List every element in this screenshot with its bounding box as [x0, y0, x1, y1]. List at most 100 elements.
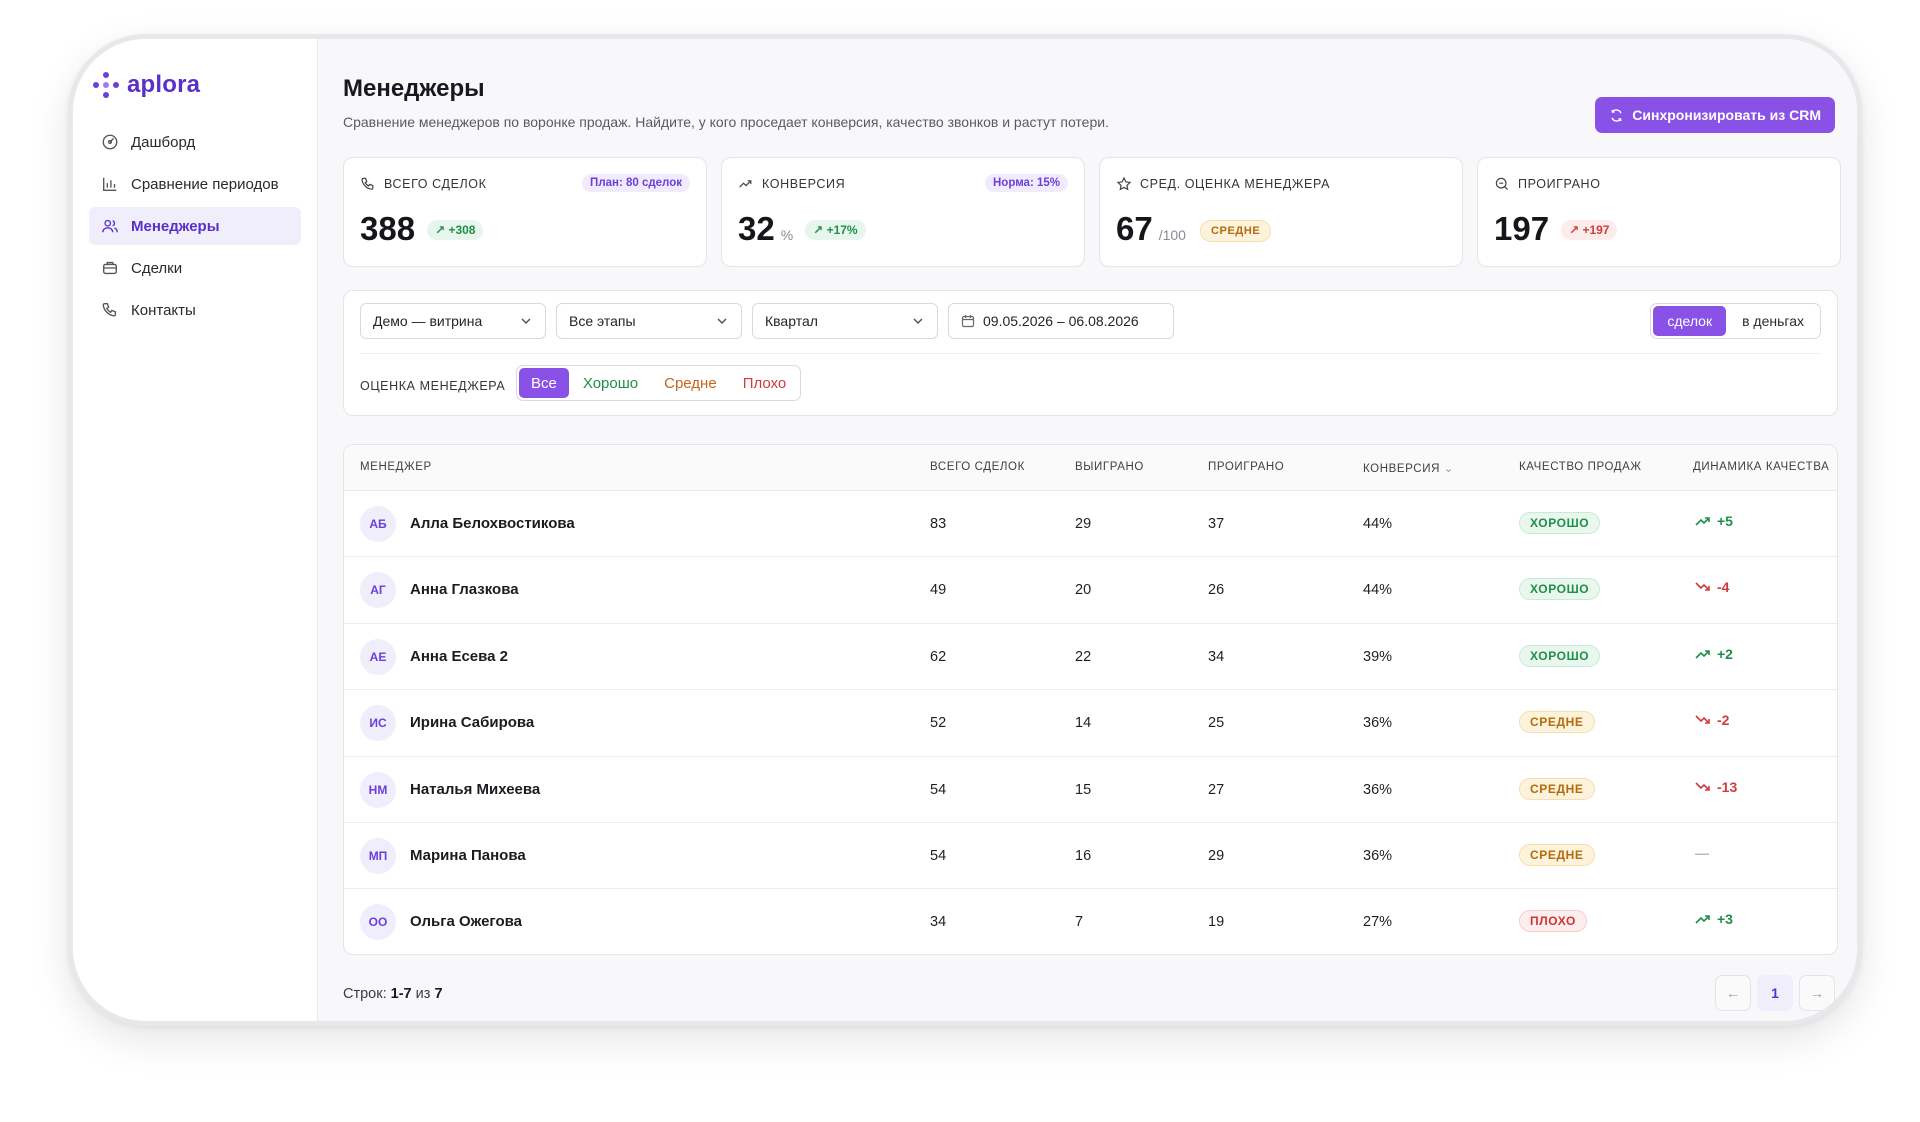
won-cell: 7: [1075, 914, 1084, 931]
quality-badge: ХОРОШО: [1519, 512, 1601, 534]
norm-tag: Норма: 15%: [985, 174, 1068, 192]
manager-name[interactable]: Анна Глазкова: [410, 581, 519, 599]
arrow-left-icon: ←: [1726, 985, 1740, 1001]
conversion-cell: 36%: [1363, 847, 1393, 864]
manager-name[interactable]: Алла Белохвостикова: [410, 515, 575, 532]
prev-page-button[interactable]: ←: [1715, 975, 1751, 1011]
conversion-cell: 44%: [1363, 516, 1393, 532]
rating-filter: Все Хорошо Средне Плохо: [516, 365, 802, 401]
kpi-label: СРЕД. ОЦЕНКА МЕНЕДЖЕРА: [1140, 177, 1331, 191]
column-header-won[interactable]: ВЫИГРАНО: [1075, 461, 1144, 473]
rating-good-option[interactable]: Хорошо: [582, 374, 639, 392]
table-row[interactable]: НМ Наталья Михеева 54 15 27 36% СРЕДНЕ -13: [344, 757, 1837, 823]
total-deals-cell: 62: [930, 648, 947, 665]
sidebar-item-label: Менеджеры: [131, 217, 220, 235]
sync-crm-button[interactable]: Синхронизировать из CRM: [1595, 97, 1835, 133]
rating-all-option[interactable]: Все: [519, 368, 569, 398]
total-deals-cell: 49: [930, 582, 947, 599]
page-button-current[interactable]: 1: [1757, 975, 1793, 1011]
quality-dynamics: -13: [1695, 779, 1737, 795]
won-cell: 15: [1075, 781, 1092, 798]
pagination: ← 1 →: [1715, 975, 1835, 1011]
kpi-label: ВСЕГО СДЕЛОК: [384, 177, 487, 191]
sync-crm-label: Синхронизировать из CRM: [1632, 107, 1821, 123]
rating-bad-option[interactable]: Плохо: [742, 374, 787, 392]
table-row[interactable]: АЕ Анна Есева 2 62 22 34 39% ХОРОШО +2: [344, 624, 1837, 691]
trend-down-icon: [1695, 781, 1710, 791]
score-badge: СРЕДНЕ: [1199, 220, 1272, 242]
next-page-button[interactable]: →: [1799, 975, 1835, 1011]
pipeline-select[interactable]: Демо — витрина: [360, 303, 546, 339]
column-header-total[interactable]: ВСЕГО СДЕЛОК: [930, 461, 1025, 473]
conversion-cell: 27%: [1363, 914, 1393, 931]
trend-up-icon: [739, 180, 752, 188]
kpi-label: КОНВЕРСИЯ: [762, 177, 846, 191]
manager-name[interactable]: Ирина Сабирова: [410, 714, 535, 732]
sidebar-nav: Дашборд Сравнение периодов Менеджеры Сде…: [89, 123, 301, 333]
page-subtitle: Сравнение менеджеров по воронке продаж. …: [343, 114, 1109, 130]
sidebar-item-managers[interactable]: Менеджеры: [89, 207, 301, 245]
pipeline-value: Демо — витрина: [373, 313, 483, 329]
kpi-value: 67: [1116, 210, 1153, 247]
mode-deals-option[interactable]: сделок: [1653, 306, 1727, 336]
table-row[interactable]: ИС Ирина Сабирова 52 14 25 36% СРЕДНЕ -2: [344, 690, 1837, 757]
lost-cell: 29: [1208, 847, 1225, 864]
lost-cell: 25: [1208, 715, 1225, 732]
sidebar-item-compare[interactable]: Сравнение периодов: [89, 165, 301, 203]
kpi-value: 388: [360, 210, 416, 247]
mode-money-option[interactable]: в деньгах: [1742, 313, 1804, 329]
manager-name[interactable]: Анна Есева 2: [410, 647, 509, 665]
sort-desc-icon: ⌄: [1443, 463, 1455, 475]
rating-mid-option[interactable]: Средне: [664, 374, 717, 392]
column-header-dynamics[interactable]: ДИНАМИКА КАЧЕСТВА: [1693, 461, 1830, 473]
search-minus-icon: [1495, 177, 1509, 191]
stage-select[interactable]: Все этапы: [556, 303, 742, 339]
kpi-avg-score: СРЕД. ОЦЕНКА МЕНЕДЖЕРА 67 /100 СРЕДНЕ: [1099, 157, 1463, 267]
table-row[interactable]: ОО Ольга Ожегова 34 7 19 27% ПЛОХО +3: [344, 889, 1837, 954]
kpi-cards: ВСЕГО СДЕЛОК План: 80 сделок 388 ↗ +308 …: [343, 157, 1841, 267]
trend-up-icon: [1695, 517, 1710, 526]
date-range-picker[interactable]: 09.05.2026 – 06.08.2026: [948, 303, 1174, 339]
conversion-cell: 36%: [1363, 781, 1393, 798]
table-row[interactable]: АБ Алла Белохвостикова 83 29 37 44% ХОРОШО +5: [344, 491, 1837, 558]
sidebar-item-label: Дашборд: [131, 133, 196, 151]
page-title: Менеджеры: [343, 75, 485, 102]
dashboard-icon: [102, 134, 118, 150]
date-range-value: 09.05.2026 – 06.08.2026: [983, 313, 1139, 329]
column-header-lost[interactable]: ПРОИГРАНО: [1208, 461, 1285, 473]
stage-value: Все этапы: [569, 313, 636, 329]
kpi-value: 32: [738, 210, 775, 247]
lost-cell: 27: [1208, 781, 1225, 798]
quality-dynamics: —: [1695, 844, 1709, 861]
quality-badge: ХОРОШО: [1519, 644, 1601, 667]
column-header-quality[interactable]: КАЧЕСТВО ПРОДАЖ: [1519, 461, 1642, 473]
table-row[interactable]: АГ Анна Глазкова 49 20 26 44% ХОРОШО -4: [344, 557, 1837, 624]
column-header-conversion[interactable]: КОНВЕРСИЯ ⌄: [1363, 463, 1455, 475]
column-header-manager[interactable]: МЕНЕДЖЕР: [360, 461, 432, 473]
brand-name: aplora: [127, 71, 201, 98]
briefcase-icon: [103, 261, 117, 275]
quality-dynamics: +3: [1695, 911, 1733, 927]
table-row[interactable]: МП Марина Панова 54 16 29 36% СРЕДНЕ —: [344, 823, 1837, 890]
quality-dynamics: +2: [1695, 646, 1733, 662]
avatar: НМ: [360, 771, 396, 808]
won-cell: 14: [1075, 715, 1092, 732]
manager-name[interactable]: Ольга Ожегова: [410, 913, 523, 931]
delta-badge: ↗ +17%: [805, 220, 866, 240]
manager-name[interactable]: Марина Панова: [410, 846, 526, 864]
kpi-value: 197: [1494, 210, 1550, 247]
main-content: Менеджеры Сравнение менеджеров по воронк…: [318, 39, 1857, 1021]
manager-name[interactable]: Наталья Михеева: [410, 780, 541, 798]
quality-dynamics: -2: [1695, 712, 1729, 728]
sidebar-item-deals[interactable]: Сделки: [89, 249, 301, 287]
total-deals-cell: 54: [930, 781, 947, 798]
avatar: ОО: [360, 904, 396, 941]
sidebar-item-contacts[interactable]: Контакты: [89, 291, 301, 329]
period-select[interactable]: Квартал: [752, 303, 938, 339]
sidebar-item-dashboard[interactable]: Дашборд: [89, 123, 301, 161]
lost-cell: 34: [1208, 648, 1225, 665]
logo[interactable]: aplora: [93, 71, 200, 99]
lost-cell: 26: [1208, 582, 1225, 599]
lost-cell: 19: [1208, 914, 1225, 931]
mode-toggle: сделок в деньгах: [1650, 303, 1821, 339]
